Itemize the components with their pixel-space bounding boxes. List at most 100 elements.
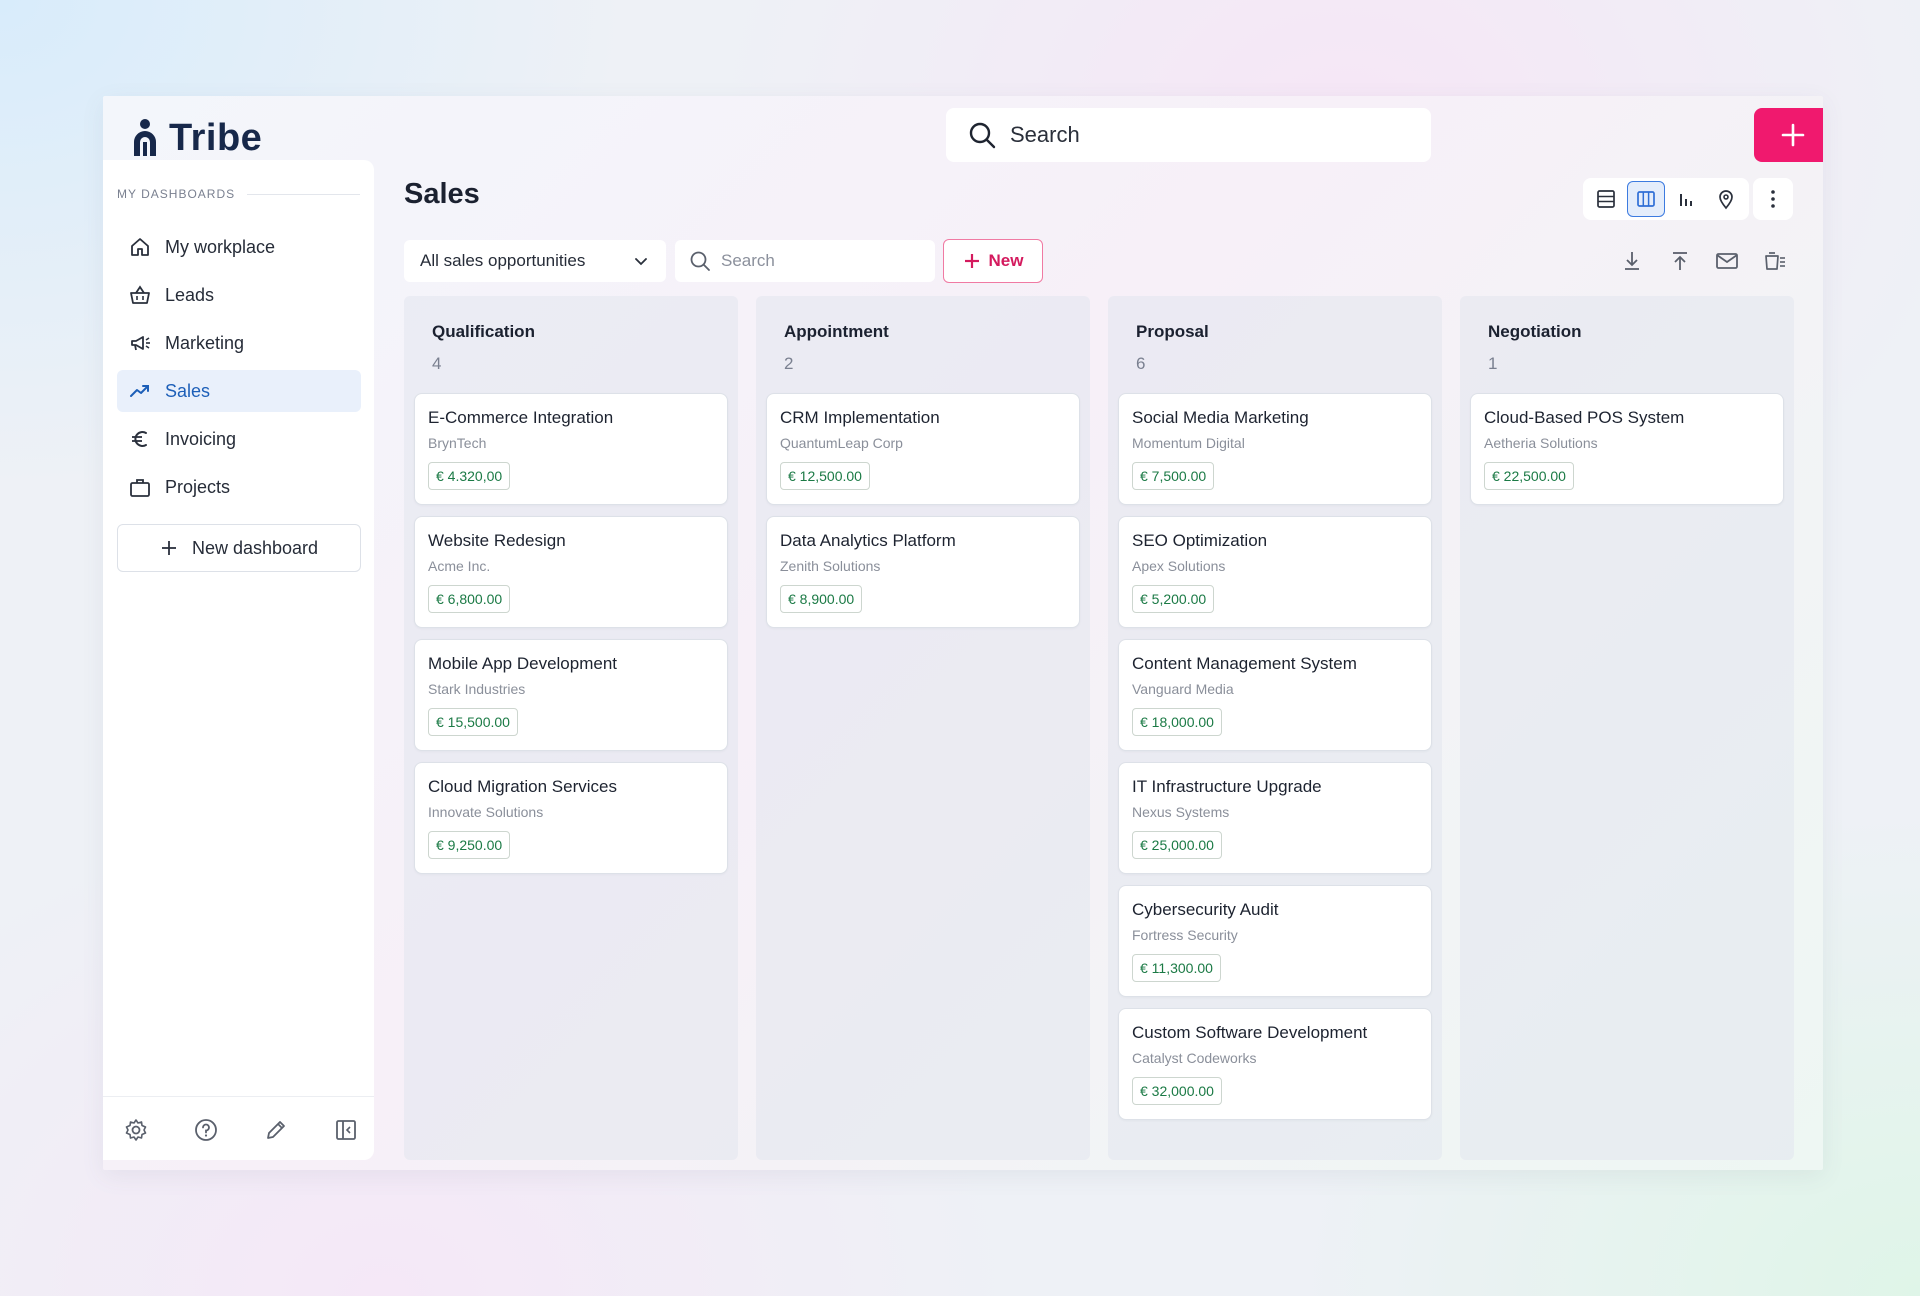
more-vertical-icon <box>1771 190 1775 208</box>
collapse-sidebar-icon[interactable] <box>333 1117 359 1143</box>
map-view-icon <box>1719 190 1733 210</box>
column-count: 6 <box>1136 354 1146 373</box>
create-button[interactable] <box>1754 108 1823 162</box>
deal-amount-badge: € 22,500.00 <box>1484 462 1574 490</box>
plus-icon <box>964 254 979 268</box>
deal-company: Innovate Solutions <box>428 804 544 820</box>
delete-list-icon[interactable] <box>1762 248 1788 274</box>
deal-card[interactable]: SEO Optimization Apex Solutions € 5,200.00 <box>1118 516 1432 628</box>
column-proposal: Proposal 6 Social Media Marketing Momentu… <box>1108 296 1442 1160</box>
help-icon[interactable] <box>193 1117 219 1143</box>
new-opportunity-button[interactable]: New <box>943 239 1043 283</box>
deal-company: Vanguard Media <box>1132 681 1234 697</box>
table-view-button[interactable] <box>1587 181 1625 217</box>
new-button-label: New <box>988 251 1024 270</box>
page-title: Sales <box>404 178 480 210</box>
deal-title: SEO Optimization <box>1132 531 1268 550</box>
global-search-input[interactable]: Search <box>946 108 1431 162</box>
edit-icon[interactable] <box>263 1117 289 1143</box>
column-qualification: Qualification 4 E-Commerce Integration Br… <box>404 296 738 1160</box>
chart-view-button[interactable] <box>1667 181 1705 217</box>
sidebar-item-projects[interactable]: Projects <box>117 466 361 508</box>
deal-title: Content Management System <box>1132 654 1357 673</box>
deal-amount-badge: € 8,900.00 <box>780 585 863 613</box>
column-title: Proposal <box>1136 322 1209 341</box>
deal-company: BrynTech <box>428 435 487 451</box>
deal-title: Cloud-Based POS System <box>1484 408 1685 427</box>
deal-amount-badge: € 4.320,00 <box>428 462 511 490</box>
new-dashboard-button[interactable]: New dashboard <box>117 524 361 572</box>
sidebar-item-marketing[interactable]: Marketing <box>117 322 361 364</box>
sidebar-item-my-workplace[interactable]: My workplace <box>117 226 361 268</box>
opportunity-filter-select[interactable]: All sales opportunities <box>404 240 666 282</box>
upload-icon[interactable] <box>1667 248 1693 274</box>
deal-card[interactable]: Social Media Marketing Momentum Digital € … <box>1118 393 1432 505</box>
board-view-icon <box>1637 191 1655 207</box>
deal-title: Social Media Marketing <box>1132 408 1309 427</box>
deal-title: Cloud Migration Services <box>428 777 617 796</box>
deal-card[interactable]: Cybersecurity Audit Fortress Security € 11… <box>1118 885 1432 997</box>
global-search-placeholder: Search <box>1010 122 1080 147</box>
sidebar-item-label: Leads <box>165 284 215 305</box>
tribe-logo-icon <box>134 119 156 156</box>
deal-amount-badge: € 7,500.00 <box>1132 462 1215 490</box>
map-view-button[interactable] <box>1707 181 1745 217</box>
deal-card[interactable]: Website Redesign Acme Inc. € 6,800.00 <box>414 516 728 628</box>
deal-title: IT Infrastructure Upgrade <box>1132 777 1322 796</box>
card-list: CRM Implementation QuantumLeap Corp € 12,5… <box>766 393 1080 639</box>
euro-icon <box>132 431 147 447</box>
column-count: 4 <box>432 354 442 373</box>
card-list: Social Media Marketing Momentum Digital € … <box>1118 393 1432 1131</box>
list-search-input[interactable]: Search <box>675 240 935 282</box>
deal-company: Catalyst Codeworks <box>1132 1050 1257 1066</box>
app-name: Tribe <box>169 116 263 159</box>
deal-amount-badge: € 32,000.00 <box>1132 1077 1222 1105</box>
deal-company: Momentum Digital <box>1132 435 1245 451</box>
section-divider <box>247 193 360 195</box>
deal-company: QuantumLeap Corp <box>780 435 903 451</box>
app-logo[interactable]: Tribe <box>131 116 262 160</box>
sidebar-item-label: My workplace <box>165 236 276 257</box>
mail-icon[interactable] <box>1714 248 1740 274</box>
table-view-icon <box>1597 190 1615 208</box>
basket-icon <box>130 285 150 304</box>
sidebar-item-invoicing[interactable]: Invoicing <box>117 418 361 460</box>
deal-card[interactable]: Mobile App Development Stark Industries € … <box>414 639 728 751</box>
deal-amount-badge: € 6,800.00 <box>428 585 511 613</box>
deal-company: Nexus Systems <box>1132 804 1230 820</box>
settings-icon[interactable] <box>123 1117 149 1143</box>
deal-card[interactable]: IT Infrastructure Upgrade Nexus Systems € … <box>1118 762 1432 874</box>
board-view-button[interactable] <box>1627 181 1665 217</box>
more-options-button[interactable] <box>1753 178 1793 220</box>
deal-card[interactable]: Data Analytics Platform Zenith Solutions €… <box>766 516 1080 628</box>
deal-company: Aetheria Solutions <box>1484 435 1598 451</box>
card-list: Cloud-Based POS System Aetheria Solutions… <box>1470 393 1784 516</box>
deal-card[interactable]: Custom Software Development Catalyst Code… <box>1118 1008 1432 1120</box>
deal-card[interactable]: Cloud Migration Services Innovate Solutio… <box>414 762 728 874</box>
briefcase-icon <box>130 479 150 497</box>
column-title: Negotiation <box>1488 322 1582 341</box>
sidebar-item-label: Invoicing <box>165 428 237 449</box>
filter-value: All sales opportunities <box>420 251 586 270</box>
sidebar: MY DASHBOARDS My workplace Leads Marketi… <box>103 160 374 1160</box>
deal-card[interactable]: E-Commerce Integration BrynTech € 4.320,00 <box>414 393 728 505</box>
column-count: 1 <box>1488 354 1498 373</box>
deal-card[interactable]: Cloud-Based POS System Aetheria Solutions… <box>1470 393 1784 505</box>
deal-title: Cybersecurity Audit <box>1132 900 1279 919</box>
sidebar-item-leads[interactable]: Leads <box>117 274 361 316</box>
view-switcher <box>1583 178 1749 220</box>
deal-card[interactable]: CRM Implementation QuantumLeap Corp € 12,5… <box>766 393 1080 505</box>
deal-amount-badge: € 25,000.00 <box>1132 831 1222 859</box>
deal-title: Website Redesign <box>428 531 566 550</box>
deal-card[interactable]: Content Management System Vanguard Media €… <box>1118 639 1432 751</box>
deal-title: CRM Implementation <box>780 408 940 427</box>
search-icon <box>690 251 710 271</box>
deal-company: Apex Solutions <box>1132 558 1226 574</box>
sidebar-item-label: Projects <box>165 476 231 497</box>
download-icon[interactable] <box>1619 248 1645 274</box>
home-icon <box>131 238 149 256</box>
sidebar-footer <box>103 1096 374 1160</box>
deal-amount-badge: € 18,000.00 <box>1132 708 1222 736</box>
sidebar-section-label: MY DASHBOARDS <box>117 187 360 201</box>
sidebar-item-sales[interactable]: Sales <box>117 370 361 412</box>
